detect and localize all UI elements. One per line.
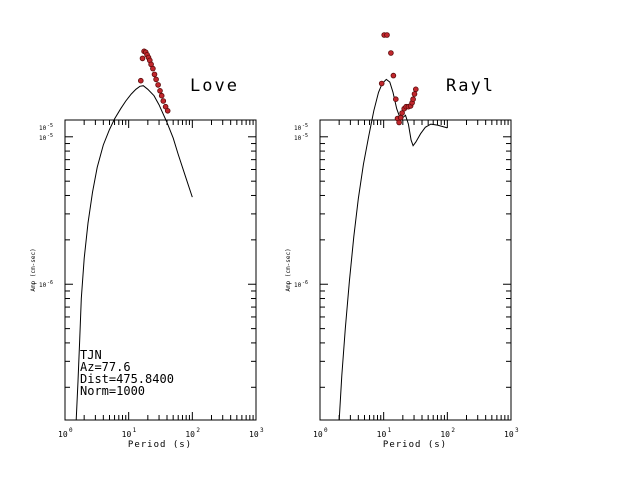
rayl-observed-point: [392, 96, 399, 102]
annotation-azimuth: Az=77.6: [80, 360, 131, 374]
love-ytick-label: 10: [39, 125, 47, 132]
love-observed-point: [160, 98, 167, 104]
love-observed-point: [138, 77, 144, 84]
rayl-observed-point: [410, 96, 416, 102]
rayl-ytick-exponent: -5: [302, 123, 308, 129]
love-observed-point: [153, 76, 159, 83]
rayl-xtick-exponent: 3: [515, 427, 519, 434]
rayl-ytick-exponent: -6: [302, 280, 308, 286]
love-xtick-label: 10: [185, 430, 195, 439]
rayl-xtick-label: 10: [313, 430, 323, 439]
love-ytick-label: 10: [39, 282, 47, 289]
love-observed-point: [139, 55, 146, 62]
love-observed-point: [164, 108, 171, 114]
rayl-observed-point: [388, 50, 394, 56]
love-xtick-exponent: 1: [133, 427, 137, 434]
rayl-ylabel: Amp (cm-sec): [285, 248, 292, 291]
rayl-xtick-exponent: 0: [324, 427, 328, 434]
love-ytick-exponent: -5: [47, 123, 53, 129]
rayl-observed-point: [384, 32, 390, 38]
rayl-panel: Rayl 10 0 10 1 10 2 10 3 10 -610 -510 -5 Period (s…: [285, 32, 519, 450]
rayl-xtick-exponent: 2: [451, 427, 455, 434]
love-ytick-label: 10: [39, 135, 47, 142]
love-major-ticks: [64, 120, 256, 420]
rayl-plot-frame: [319, 119, 512, 421]
rayl-xtick-exponent: 1: [388, 427, 392, 434]
rayl-title: Rayl: [446, 76, 495, 96]
rayl-observed-point: [390, 72, 397, 79]
love-observed-point: [151, 71, 158, 78]
love-xtick-label: 10: [58, 430, 68, 439]
love-ytick-exponent: -5: [47, 133, 53, 139]
rayl-observed-point: [399, 110, 405, 116]
love-title: Love: [190, 76, 239, 96]
rayl-observed-points: [378, 32, 419, 126]
rayl-observed-point: [397, 114, 404, 121]
rayl-ytick-label: 10: [294, 125, 302, 132]
love-plot-frame: [64, 119, 257, 421]
rayl-y-tick-labels: 10 -610 -510 -5: [294, 123, 308, 289]
rayl-ytick-label: 10: [294, 282, 302, 289]
love-xtick-label: 10: [122, 430, 132, 439]
love-panel: Love 10 0 10 1 10 2 10 3 10 -610 -510 -5 Period (s…: [30, 48, 264, 450]
annotation-distance: Dist=475.8400: [80, 372, 174, 386]
love-model-curve: [75, 85, 193, 421]
love-observed-point: [155, 82, 161, 88]
rayl-xtick-label: 10: [377, 430, 387, 439]
rayl-observed-point: [412, 86, 419, 93]
love-observed-point: [158, 92, 165, 99]
rayl-observed-point: [378, 80, 385, 87]
love-observed-point: [157, 88, 163, 94]
rayl-xlabel: Period (s): [383, 440, 447, 450]
rayl-minor-ticks: [320, 120, 511, 420]
love-xtick-exponent: 3: [260, 427, 264, 434]
love-xtick-label: 10: [249, 430, 259, 439]
love-xlabel: Period (s): [128, 440, 192, 450]
rayl-observed-point: [396, 119, 402, 126]
rayl-model-curve: [338, 78, 448, 421]
love-ylabel: Amp (cm-sec): [30, 248, 37, 291]
rayl-ytick-exponent: -5: [302, 133, 308, 139]
rayl-ytick-label: 10: [294, 135, 302, 142]
annotation-norm: Norm=1000: [80, 384, 145, 398]
love-y-tick-labels: 10 -610 -510 -5: [39, 123, 53, 289]
rayl-major-ticks: [319, 120, 511, 420]
love-x-tick-labels: 10 0 10 1 10 2 10 3: [58, 427, 264, 439]
love-observed-point: [150, 65, 156, 72]
rayl-observed-point: [411, 91, 418, 97]
love-ytick-exponent: -6: [47, 280, 53, 286]
love-xtick-exponent: 2: [196, 427, 200, 434]
love-observed-points: [138, 48, 171, 114]
rayl-xtick-label: 10: [440, 430, 450, 439]
rayl-x-tick-labels: 10 0 10 1 10 2 10 3: [313, 427, 519, 439]
rayl-xtick-label: 10: [504, 430, 514, 439]
love-annotations: TJN Az=77.6 Dist=475.8400 Norm=1000: [80, 348, 174, 398]
annotation-station: TJN: [80, 348, 102, 362]
love-xtick-exponent: 0: [69, 427, 73, 434]
